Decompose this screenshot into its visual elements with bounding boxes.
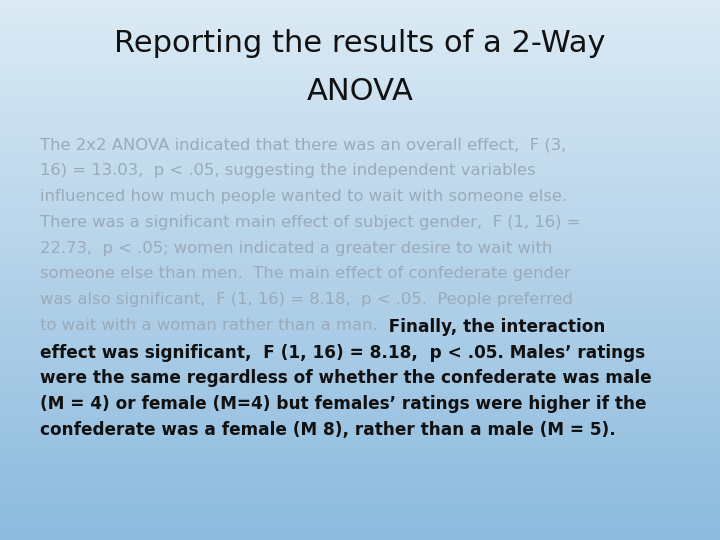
Text: effect was significant,  F (1, 16) = 8.18,  p < .05. Males’ ratings: effect was significant, F (1, 16) = 8.18… <box>40 344 644 362</box>
Text: someone else than men.  The main effect of confederate gender: someone else than men. The main effect o… <box>40 266 570 281</box>
Text: Finally, the interaction: Finally, the interaction <box>377 318 606 336</box>
Text: The 2x2 ANOVA indicated that there was an overall effect,  F (3,: The 2x2 ANOVA indicated that there was a… <box>40 138 566 153</box>
Text: influenced how much people wanted to wait with someone else.: influenced how much people wanted to wai… <box>40 189 567 204</box>
Text: (M = 4) or female (M=4) but females’ ratings were higher if the: (M = 4) or female (M=4) but females’ rat… <box>40 395 646 413</box>
Text: confederate was a female (M 8), rather than a male (M = 5).: confederate was a female (M 8), rather t… <box>40 421 616 439</box>
Text: There was a significant main effect of subject gender,  F (1, 16) =: There was a significant main effect of s… <box>40 215 580 230</box>
Text: to wait with a woman rather than a man.: to wait with a woman rather than a man. <box>40 318 377 333</box>
Text: was also significant,  F (1, 16) = 8.18,  p < .05.  People preferred: was also significant, F (1, 16) = 8.18, … <box>40 292 572 307</box>
Text: Reporting the results of a 2-Way: Reporting the results of a 2-Way <box>114 29 606 58</box>
Text: were the same regardless of whether the confederate was male: were the same regardless of whether the … <box>40 369 651 388</box>
Text: 16) = 13.03,  p < .05, suggesting the independent variables: 16) = 13.03, p < .05, suggesting the ind… <box>40 164 535 178</box>
Text: ANOVA: ANOVA <box>307 77 413 106</box>
Text: 22.73,  p < .05; women indicated a greater desire to wait with: 22.73, p < .05; women indicated a greate… <box>40 241 552 256</box>
